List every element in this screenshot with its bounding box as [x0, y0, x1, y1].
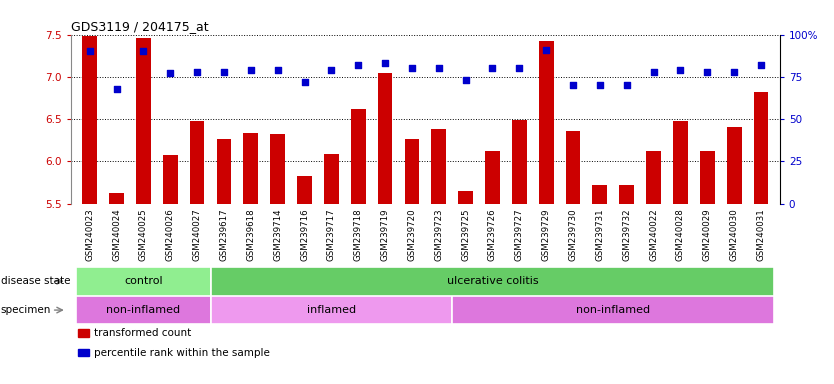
Text: GSM240026: GSM240026: [166, 209, 175, 262]
Bar: [404, 139, 420, 204]
Text: GSM239720: GSM239720: [408, 209, 416, 261]
Text: GSM239717: GSM239717: [327, 209, 336, 261]
Text: control: control: [124, 276, 163, 286]
Bar: [431, 129, 446, 204]
Point: [701, 69, 714, 75]
Text: GSM240025: GSM240025: [139, 209, 148, 262]
Text: ulcerative colitis: ulcerative colitis: [447, 276, 538, 286]
Point: [83, 48, 97, 55]
Bar: [485, 151, 500, 204]
Text: GSM240023: GSM240023: [85, 209, 94, 262]
Bar: [78, 349, 88, 356]
Text: GSM240030: GSM240030: [730, 209, 739, 262]
Bar: [592, 185, 607, 204]
Bar: [244, 133, 259, 204]
Text: GSM240029: GSM240029: [703, 209, 711, 261]
Text: non-inflamed: non-inflamed: [106, 305, 180, 315]
Text: GSM240022: GSM240022: [649, 209, 658, 262]
Bar: [324, 154, 339, 204]
Point: [244, 67, 258, 73]
Point: [324, 67, 338, 73]
Point: [754, 62, 767, 68]
Point: [110, 86, 123, 92]
Bar: [700, 151, 715, 204]
Point: [352, 62, 365, 68]
Point: [727, 69, 741, 75]
Text: GSM240028: GSM240028: [676, 209, 685, 262]
Point: [647, 69, 661, 75]
Point: [513, 65, 526, 71]
Point: [298, 79, 311, 85]
Bar: [217, 139, 231, 204]
Point: [190, 69, 203, 75]
Bar: [163, 154, 178, 204]
Bar: [646, 151, 661, 204]
Text: GSM239719: GSM239719: [380, 209, 389, 261]
Text: percentile rank within the sample: percentile rank within the sample: [93, 348, 269, 358]
Text: GSM239617: GSM239617: [219, 209, 229, 261]
Bar: [78, 329, 88, 337]
Bar: [512, 120, 527, 204]
Point: [566, 82, 580, 88]
Bar: [210, 296, 452, 324]
Bar: [270, 134, 285, 204]
Point: [593, 82, 606, 88]
Bar: [378, 73, 393, 204]
Point: [218, 69, 231, 75]
Point: [137, 48, 150, 55]
Bar: [297, 177, 312, 204]
Bar: [458, 191, 473, 204]
Text: GSM239618: GSM239618: [246, 209, 255, 261]
Point: [432, 65, 445, 71]
Text: GDS3119 / 204175_at: GDS3119 / 204175_at: [71, 20, 208, 33]
Point: [379, 60, 392, 66]
Point: [405, 65, 419, 71]
Text: GSM239729: GSM239729: [541, 209, 550, 261]
Bar: [210, 267, 775, 296]
Bar: [726, 127, 741, 204]
Bar: [452, 296, 775, 324]
Bar: [673, 121, 688, 204]
Point: [620, 82, 633, 88]
Bar: [109, 194, 124, 204]
Bar: [565, 131, 580, 204]
Bar: [620, 185, 634, 204]
Text: GSM239726: GSM239726: [488, 209, 497, 261]
Bar: [76, 267, 210, 296]
Text: GSM239727: GSM239727: [515, 209, 524, 261]
Text: GSM239714: GSM239714: [274, 209, 282, 261]
Text: GSM239718: GSM239718: [354, 209, 363, 261]
Text: transformed count: transformed count: [93, 328, 191, 338]
Bar: [351, 109, 365, 204]
Text: GSM239732: GSM239732: [622, 209, 631, 261]
Text: GSM240027: GSM240027: [193, 209, 202, 262]
Bar: [539, 41, 554, 204]
Text: GSM239725: GSM239725: [461, 209, 470, 261]
Text: GSM239716: GSM239716: [300, 209, 309, 261]
Text: GSM240024: GSM240024: [112, 209, 121, 262]
Bar: [754, 92, 768, 204]
Point: [459, 77, 472, 83]
Text: GSM239730: GSM239730: [569, 209, 577, 261]
Bar: [189, 121, 204, 204]
Point: [674, 67, 687, 73]
Bar: [136, 38, 151, 204]
Text: inflamed: inflamed: [307, 305, 356, 315]
Point: [271, 67, 284, 73]
Point: [540, 47, 553, 53]
Text: GSM240031: GSM240031: [756, 209, 766, 262]
Bar: [76, 296, 210, 324]
Text: non-inflamed: non-inflamed: [576, 305, 651, 315]
Point: [163, 70, 177, 76]
Text: specimen: specimen: [1, 305, 51, 315]
Text: GSM239731: GSM239731: [595, 209, 605, 261]
Text: disease state: disease state: [1, 276, 70, 286]
Text: GSM239723: GSM239723: [435, 209, 443, 261]
Bar: [83, 36, 97, 204]
Point: [485, 65, 499, 71]
